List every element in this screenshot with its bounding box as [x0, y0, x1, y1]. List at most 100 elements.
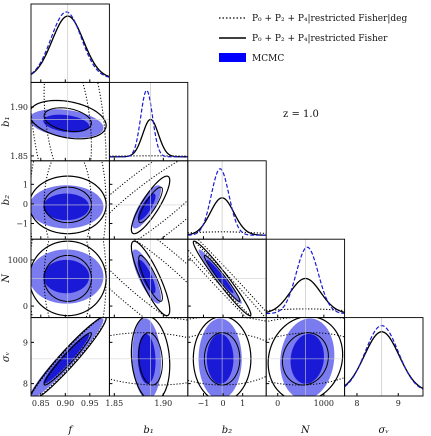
x-tick-label-b2: 0 — [221, 399, 226, 408]
marginal-fisher — [344, 331, 424, 390]
y-axis-label-b1: b₁ — [1, 116, 12, 126]
panel-b2-b2 — [187, 160, 267, 240]
redshift-annotation: z = 1.0 — [283, 109, 319, 120]
panel-content — [31, 160, 110, 240]
x-tick-label-f: 0.90 — [56, 399, 74, 408]
x-axis-label-sv: σᵥ — [379, 425, 390, 436]
fisher-contour-2sigma — [31, 175, 107, 235]
fisher-contour-1sigma — [43, 332, 92, 386]
panel-content — [187, 317, 267, 397]
fisher-contour-2sigma — [31, 240, 107, 317]
legend-patch-mcmc — [219, 53, 246, 62]
fisher-deg-contour-1sigma — [43, 332, 92, 386]
mcmc-contour-1sigma — [206, 259, 234, 294]
marginal-mcmc — [344, 324, 424, 390]
x-axis-label-b1: b₁ — [143, 425, 153, 436]
fisher-contour-2sigma — [130, 317, 171, 397]
fisher-deg-contour-1sigma — [187, 239, 266, 318]
panel-sv-b1: 1.85 1.90 — [105, 317, 189, 408]
x-tick-label-f: 0.95 — [81, 399, 99, 408]
x-tick-label-b2: −1 — [198, 399, 210, 408]
y-axis-label-sv: σᵥ — [1, 351, 12, 362]
panel-content — [31, 82, 110, 161]
legend-label-fisher-deg: P₀ + P₂ + P₄|restricted Fisher|deg — [252, 14, 407, 24]
fisher-contour-1sigma — [281, 332, 329, 386]
panel-b1-b1 — [108, 81, 189, 162]
fisher-contour-1sigma — [138, 186, 163, 224]
y-tick-label-N: 0 — [23, 302, 28, 311]
marginal-mcmc — [109, 89, 188, 158]
legend-label-fisher: P₀ + P₂ + P₄|restricted Fisher — [252, 34, 388, 44]
fisher-contour-1sigma — [138, 332, 163, 386]
panel-content — [31, 317, 110, 397]
panel-content — [109, 317, 188, 397]
fisher-contour-2sigma — [130, 240, 171, 317]
fisher-contour-1sigma — [203, 254, 241, 302]
x-tick-label-b2: 1 — [240, 399, 245, 408]
fisher-deg-contour-2sigma — [31, 317, 107, 397]
mcmc-contour-1sigma — [137, 193, 156, 221]
panel-content — [109, 239, 188, 318]
fisher-deg-contour-1sigma — [266, 332, 345, 386]
fisher-contour-1sigma — [43, 107, 92, 132]
fisher-deg-contour-1sigma — [187, 332, 267, 386]
x-tick-label-f: 0.85 — [32, 399, 50, 408]
marginal-fisher — [187, 197, 267, 236]
mcmc-contour-1sigma — [137, 259, 156, 294]
y-tick-label-b2: 1 — [23, 180, 28, 189]
legend-label-mcmc: MCMC — [252, 54, 284, 64]
y-tick-label-b2: 0 — [23, 200, 28, 209]
panel-b2-f: −1 0 1 — [16, 160, 110, 240]
panel-content — [31, 239, 110, 318]
marginal-mcmc — [31, 11, 110, 78]
marginal-fisher — [109, 118, 188, 158]
panel-content — [266, 239, 345, 318]
mcmc-contour-1sigma — [43, 193, 90, 221]
panel-frame — [344, 317, 424, 397]
legend: P₀ + P₂ + P₄|restricted Fisher|deg P₀ + … — [219, 14, 407, 64]
panel-b1-f: 1.85 1.90 — [10, 81, 110, 162]
panel-N-N — [265, 238, 346, 319]
mcmc-contour-1sigma — [43, 114, 90, 133]
panel-f-f — [30, 3, 110, 83]
x-axis-label-b2: b₂ — [222, 425, 232, 436]
x-tick-label-b1: 1.90 — [154, 399, 172, 408]
panel-sv-f: 0.85 0.90 0.95 8 9 — [23, 317, 110, 408]
x-tick-label-sv: 8 — [354, 399, 359, 408]
y-axis-label-b2: b₂ — [1, 195, 12, 205]
fisher-contour-2sigma — [31, 99, 107, 140]
marginal-mcmc — [266, 246, 345, 315]
panel-content — [187, 239, 267, 318]
x-tick-label-b1: 1.85 — [105, 399, 123, 408]
x-tick-label-sv: 9 — [396, 399, 401, 408]
marginal-mcmc — [187, 168, 267, 236]
fisher-contour-2sigma — [31, 317, 107, 397]
x-axis-label-f: f — [67, 425, 74, 436]
y-tick-label-sv: 8 — [23, 380, 28, 389]
panel-sv-b2: −1 0 1 — [187, 317, 267, 408]
fisher-contour-2sigma — [130, 175, 171, 235]
x-tick-label-N: 0 — [275, 399, 280, 408]
marginal-fisher-deg — [187, 231, 267, 234]
fisher-contour-1sigma — [138, 254, 163, 302]
marginal-fisher-deg — [344, 331, 424, 389]
y-tick-label-b2: −1 — [16, 220, 28, 229]
y-tick-label-sv: 9 — [23, 338, 28, 347]
panel-content — [109, 82, 188, 161]
fisher-deg-contour-1sigma — [43, 82, 92, 161]
panel-content — [266, 317, 345, 397]
y-tick-label-N: 1000 — [8, 256, 28, 265]
y-axis-label-N: N — [1, 273, 12, 284]
x-axis-label-N: N — [300, 425, 311, 436]
marginal-fisher — [31, 15, 110, 78]
x-tick-label-N: 1000 — [314, 399, 334, 408]
panel-content — [31, 4, 110, 83]
fisher-contour-2sigma — [192, 240, 252, 317]
y-tick-label-b1: 1.85 — [10, 152, 28, 161]
panel-content — [109, 160, 188, 240]
panel-content — [344, 317, 424, 396]
panel-sv-N: 0 1000 — [265, 317, 346, 408]
